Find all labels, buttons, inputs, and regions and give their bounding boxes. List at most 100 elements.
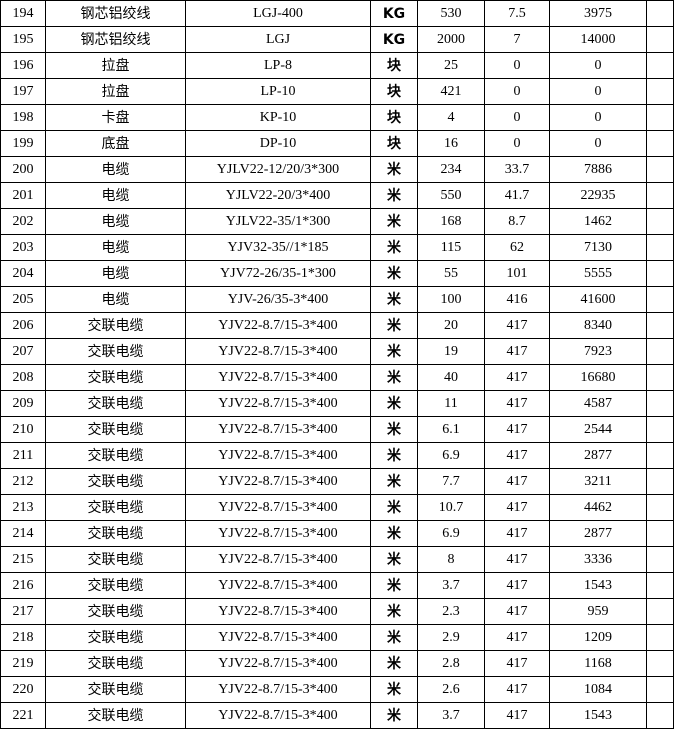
cell-empty[interactable] xyxy=(646,416,674,443)
cell-price[interactable]: 7.5 xyxy=(484,0,550,27)
cell-unit[interactable]: 米 xyxy=(370,182,418,209)
cell-name[interactable]: 交联电缆 xyxy=(45,468,186,495)
cell-unit[interactable]: 米 xyxy=(370,494,418,521)
cell-unit[interactable]: 块 xyxy=(370,78,418,105)
cell-spec[interactable]: YJV22-8.7/15-3*400 xyxy=(185,598,371,625)
cell-empty[interactable] xyxy=(646,650,674,677)
cell-price[interactable]: 417 xyxy=(484,520,550,547)
cell-spec[interactable]: LGJ xyxy=(185,26,371,53)
cell-price[interactable]: 417 xyxy=(484,546,550,573)
cell-empty[interactable] xyxy=(646,338,674,365)
cell-qty[interactable]: 8 xyxy=(417,546,485,573)
cell-spec[interactable]: YJV22-8.7/15-3*400 xyxy=(185,676,371,703)
cell-id[interactable]: 213 xyxy=(0,494,46,521)
cell-empty[interactable] xyxy=(646,572,674,599)
cell-total[interactable]: 2877 xyxy=(549,442,647,469)
cell-empty[interactable] xyxy=(646,546,674,573)
cell-empty[interactable] xyxy=(646,104,674,131)
cell-empty[interactable] xyxy=(646,624,674,651)
cell-unit[interactable]: KG xyxy=(370,0,418,27)
cell-name[interactable]: 拉盘 xyxy=(45,78,186,105)
cell-spec[interactable]: LGJ-400 xyxy=(185,0,371,27)
cell-unit[interactable]: 米 xyxy=(370,442,418,469)
cell-qty[interactable]: 25 xyxy=(417,52,485,79)
cell-qty[interactable]: 3.7 xyxy=(417,572,485,599)
cell-name[interactable]: 交联电缆 xyxy=(45,650,186,677)
cell-qty[interactable]: 7.7 xyxy=(417,468,485,495)
cell-total[interactable]: 5555 xyxy=(549,260,647,287)
cell-total[interactable]: 0 xyxy=(549,52,647,79)
cell-qty[interactable]: 530 xyxy=(417,0,485,27)
cell-name[interactable]: 电缆 xyxy=(45,286,186,313)
cell-price[interactable]: 417 xyxy=(484,338,550,365)
cell-total[interactable]: 1462 xyxy=(549,208,647,235)
cell-spec[interactable]: KP-10 xyxy=(185,104,371,131)
cell-name[interactable]: 电缆 xyxy=(45,182,186,209)
cell-qty[interactable]: 2.8 xyxy=(417,650,485,677)
cell-spec[interactable]: YJV22-8.7/15-3*400 xyxy=(185,624,371,651)
cell-spec[interactable]: YJV22-8.7/15-3*400 xyxy=(185,520,371,547)
cell-name[interactable]: 交联电缆 xyxy=(45,624,186,651)
cell-total[interactable]: 3975 xyxy=(549,0,647,27)
cell-name[interactable]: 交联电缆 xyxy=(45,676,186,703)
cell-qty[interactable]: 550 xyxy=(417,182,485,209)
cell-qty[interactable]: 234 xyxy=(417,156,485,183)
cell-spec[interactable]: YJV22-8.7/15-3*400 xyxy=(185,468,371,495)
cell-qty[interactable]: 19 xyxy=(417,338,485,365)
cell-unit[interactable]: 米 xyxy=(370,208,418,235)
cell-unit[interactable]: 米 xyxy=(370,572,418,599)
cell-total[interactable]: 0 xyxy=(549,130,647,157)
cell-empty[interactable] xyxy=(646,676,674,703)
cell-id[interactable]: 214 xyxy=(0,520,46,547)
cell-empty[interactable] xyxy=(646,78,674,105)
cell-price[interactable]: 8.7 xyxy=(484,208,550,235)
cell-price[interactable]: 33.7 xyxy=(484,156,550,183)
cell-spec[interactable]: YJV72-26/35-1*300 xyxy=(185,260,371,287)
cell-total[interactable]: 8340 xyxy=(549,312,647,339)
cell-name[interactable]: 交联电缆 xyxy=(45,416,186,443)
cell-unit[interactable]: 米 xyxy=(370,338,418,365)
cell-name[interactable]: 交联电缆 xyxy=(45,312,186,339)
cell-qty[interactable]: 421 xyxy=(417,78,485,105)
cell-id[interactable]: 218 xyxy=(0,624,46,651)
cell-qty[interactable]: 2.9 xyxy=(417,624,485,651)
cell-total[interactable]: 4462 xyxy=(549,494,647,521)
cell-empty[interactable] xyxy=(646,702,674,729)
cell-qty[interactable]: 2.3 xyxy=(417,598,485,625)
cell-unit[interactable]: 米 xyxy=(370,546,418,573)
cell-id[interactable]: 220 xyxy=(0,676,46,703)
cell-price[interactable]: 417 xyxy=(484,390,550,417)
cell-unit[interactable]: 米 xyxy=(370,312,418,339)
cell-total[interactable]: 1084 xyxy=(549,676,647,703)
cell-unit[interactable]: 米 xyxy=(370,234,418,261)
cell-unit[interactable]: 米 xyxy=(370,416,418,443)
cell-spec[interactable]: YJV22-8.7/15-3*400 xyxy=(185,312,371,339)
cell-qty[interactable]: 20 xyxy=(417,312,485,339)
cell-name[interactable]: 交联电缆 xyxy=(45,520,186,547)
cell-id[interactable]: 197 xyxy=(0,78,46,105)
cell-id[interactable]: 203 xyxy=(0,234,46,261)
cell-qty[interactable]: 2.6 xyxy=(417,676,485,703)
cell-unit[interactable]: KG xyxy=(370,26,418,53)
cell-total[interactable]: 1209 xyxy=(549,624,647,651)
cell-qty[interactable]: 2000 xyxy=(417,26,485,53)
cell-id[interactable]: 204 xyxy=(0,260,46,287)
cell-name[interactable]: 交联电缆 xyxy=(45,598,186,625)
cell-name[interactable]: 卡盘 xyxy=(45,104,186,131)
cell-name[interactable]: 电缆 xyxy=(45,260,186,287)
cell-price[interactable]: 417 xyxy=(484,494,550,521)
cell-name[interactable]: 电缆 xyxy=(45,156,186,183)
cell-id[interactable]: 205 xyxy=(0,286,46,313)
cell-unit[interactable]: 米 xyxy=(370,390,418,417)
cell-qty[interactable]: 115 xyxy=(417,234,485,261)
cell-unit[interactable]: 米 xyxy=(370,702,418,729)
cell-id[interactable]: 215 xyxy=(0,546,46,573)
cell-total[interactable]: 7886 xyxy=(549,156,647,183)
cell-empty[interactable] xyxy=(646,182,674,209)
cell-name[interactable]: 底盘 xyxy=(45,130,186,157)
cell-spec[interactable]: YJV22-8.7/15-3*400 xyxy=(185,416,371,443)
cell-total[interactable]: 1543 xyxy=(549,572,647,599)
cell-price[interactable]: 417 xyxy=(484,598,550,625)
cell-empty[interactable] xyxy=(646,312,674,339)
cell-empty[interactable] xyxy=(646,234,674,261)
